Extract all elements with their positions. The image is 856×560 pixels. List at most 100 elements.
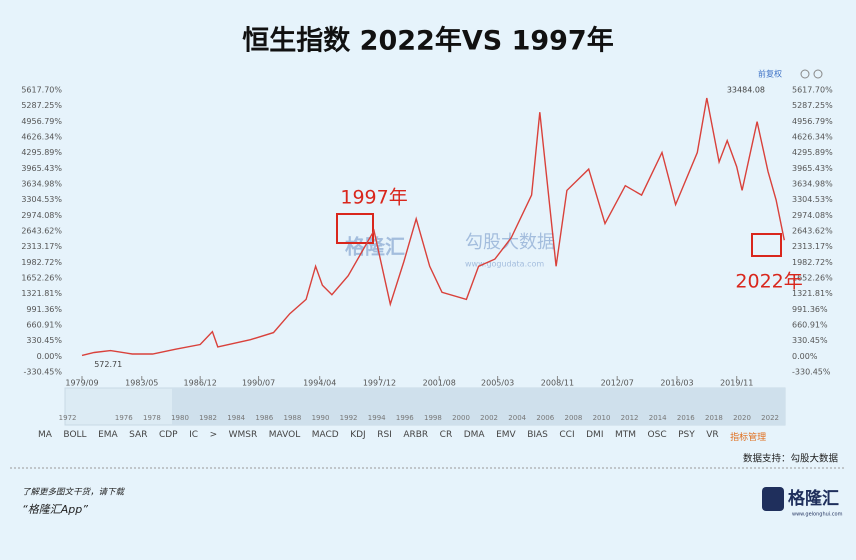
indicator-button[interactable]: MA: [38, 430, 52, 440]
y2-tick-label: 0.00%: [792, 352, 818, 361]
navigator-year: 1990: [312, 414, 330, 422]
navigator-year: 1998: [424, 414, 442, 422]
indicator-button[interactable]: CDP: [158, 430, 178, 440]
navigator-year: 2008: [564, 414, 582, 422]
y-tick-label: 2974.08%: [21, 211, 62, 220]
x-tick-label: 2001/08: [423, 379, 456, 388]
y2-tick-label: 2643.62%: [792, 227, 833, 236]
y-tick-label: 1321.81%: [21, 289, 62, 298]
y-tick-label: 660.91%: [26, 320, 62, 329]
indicator-button[interactable]: MTM: [614, 430, 637, 440]
watermark-text: 格隆汇: [345, 235, 405, 259]
indicator-button[interactable]: EMA: [98, 430, 118, 440]
y-tick-label: -330.45%: [24, 368, 63, 377]
indicator-button[interactable]: VR: [706, 430, 719, 440]
logo-url: www.gelonghui.com: [792, 512, 843, 518]
y-tick-label: 0.00%: [37, 352, 63, 361]
watermark-text: 勾股大数据: [465, 232, 555, 253]
indicator-button[interactable]: PSY: [678, 430, 695, 440]
indicator-button[interactable]: OSC: [647, 430, 667, 440]
y2-tick-label: 3965.43%: [792, 164, 833, 173]
highlight-box: [751, 233, 782, 257]
annotation: 572.71: [94, 360, 122, 369]
navigator-year: 1984: [227, 414, 245, 422]
y-tick-label: 4295.89%: [21, 148, 62, 157]
y2-tick-label: 3304.53%: [792, 195, 833, 204]
y-tick-label: 1652.26%: [21, 274, 62, 283]
indicator-button[interactable]: MACD: [311, 430, 339, 440]
navigator-year: 1976: [115, 414, 133, 422]
indicator-bar: MA BOLL EMA SAR CDP IC > WMSR MAVOL MACD KDJ RSI ARB…: [38, 430, 778, 443]
index-line: [81, 97, 785, 357]
navigator-year: 1992: [340, 414, 358, 422]
x-tick-label: 1986/12: [184, 379, 217, 388]
indicator-button[interactable]: SAR: [129, 430, 148, 440]
indicator-button[interactable]: KDJ: [350, 430, 366, 440]
logo-icon: [762, 487, 784, 511]
adjust-label[interactable]: 前复权: [758, 69, 782, 79]
indicator-button[interactable]: IC: [189, 430, 199, 440]
y-tick-label: 4626.34%: [21, 133, 62, 142]
y-tick-label: 3304.53%: [21, 195, 62, 204]
indicator-button[interactable]: 指标管理: [730, 433, 767, 443]
navigator-year: 2018: [705, 414, 723, 422]
navigator-year: 1980: [171, 414, 189, 422]
x-tick-label: 1997/12: [363, 379, 396, 388]
y-tick-label: 5617.70%: [21, 86, 62, 95]
data-source: 数据支持：勾股大数据: [743, 453, 839, 465]
navigator-year: 1972: [59, 414, 77, 422]
indicator-button[interactable]: RSI: [377, 430, 392, 440]
navigator-year: 1986: [255, 414, 273, 422]
y-tick-label: 4956.79%: [21, 117, 62, 126]
watermark: 格隆汇 勾股大数据 www.gogudata.com: [345, 232, 555, 269]
navigator-year: 2012: [621, 414, 639, 422]
indicator-button[interactable]: MAVOL: [268, 430, 301, 440]
x-tick-label: 1979/09: [65, 379, 98, 388]
y2-tick-label: 660.91%: [792, 320, 828, 329]
y2-tick-label: 2313.17%: [792, 242, 833, 251]
indicator-button[interactable]: DMI: [586, 430, 604, 440]
indicator-button[interactable]: CR: [439, 430, 453, 440]
indicator-button[interactable]: BIAS: [527, 430, 548, 440]
y-tick-label: 1982.72%: [21, 258, 62, 267]
navigator-year: 1988: [283, 414, 301, 422]
y2-tick-label: 330.45%: [792, 336, 828, 345]
indicator-button[interactable]: >: [209, 430, 218, 440]
y-tick-label: 3634.98%: [21, 180, 62, 189]
x-tick-label: 2016/03: [660, 379, 693, 388]
navigator-year: 2000: [452, 414, 470, 422]
x-tick-label: 2019/11: [720, 379, 753, 388]
x-tick-label: 1990/07: [242, 379, 275, 388]
tool-icons: [800, 69, 823, 79]
y2-tick-label: 1982.72%: [792, 258, 833, 267]
chart-title: 恒生指数 2022年VS 1997年: [242, 25, 613, 57]
annotation: 1997年: [340, 187, 407, 209]
highlight-box: [336, 213, 374, 244]
indicator-button[interactable]: DMA: [463, 430, 485, 440]
y2-tick-label: 1321.81%: [792, 289, 833, 298]
y2-tick-label: 2974.08%: [792, 211, 833, 220]
navigator-year: 1996: [396, 414, 414, 422]
y-tick-label: 991.36%: [26, 305, 62, 314]
indicator-button[interactable]: WMSR: [228, 430, 258, 440]
x-tick-label: 2005/03: [481, 379, 514, 388]
y2-tick-label: 5287.25%: [792, 101, 833, 110]
y2-tick-label: 5617.70%: [792, 86, 833, 95]
indicator-button[interactable]: CCI: [559, 430, 575, 440]
navigator-window[interactable]: [172, 388, 785, 425]
navigator-year: 2020: [733, 414, 751, 422]
navigator-year: 1994: [368, 414, 386, 422]
navigator-year: 2014: [649, 414, 667, 422]
indicator-button[interactable]: BOLL: [63, 430, 87, 440]
watermark-text: www.gogudata.com: [465, 260, 544, 269]
navigator-year: 2004: [508, 414, 526, 422]
x-tick-label: 1983/05: [125, 379, 158, 388]
y2-tick-label: 3634.98%: [792, 180, 833, 189]
annotation: 33484.08: [727, 85, 765, 94]
navigator-year: 2016: [677, 414, 695, 422]
indicator-button[interactable]: EMV: [496, 430, 516, 440]
y2-tick-label: 4295.89%: [792, 148, 833, 157]
navigator-year: 2022: [761, 414, 779, 422]
indicator-button[interactable]: ARBR: [403, 430, 429, 440]
